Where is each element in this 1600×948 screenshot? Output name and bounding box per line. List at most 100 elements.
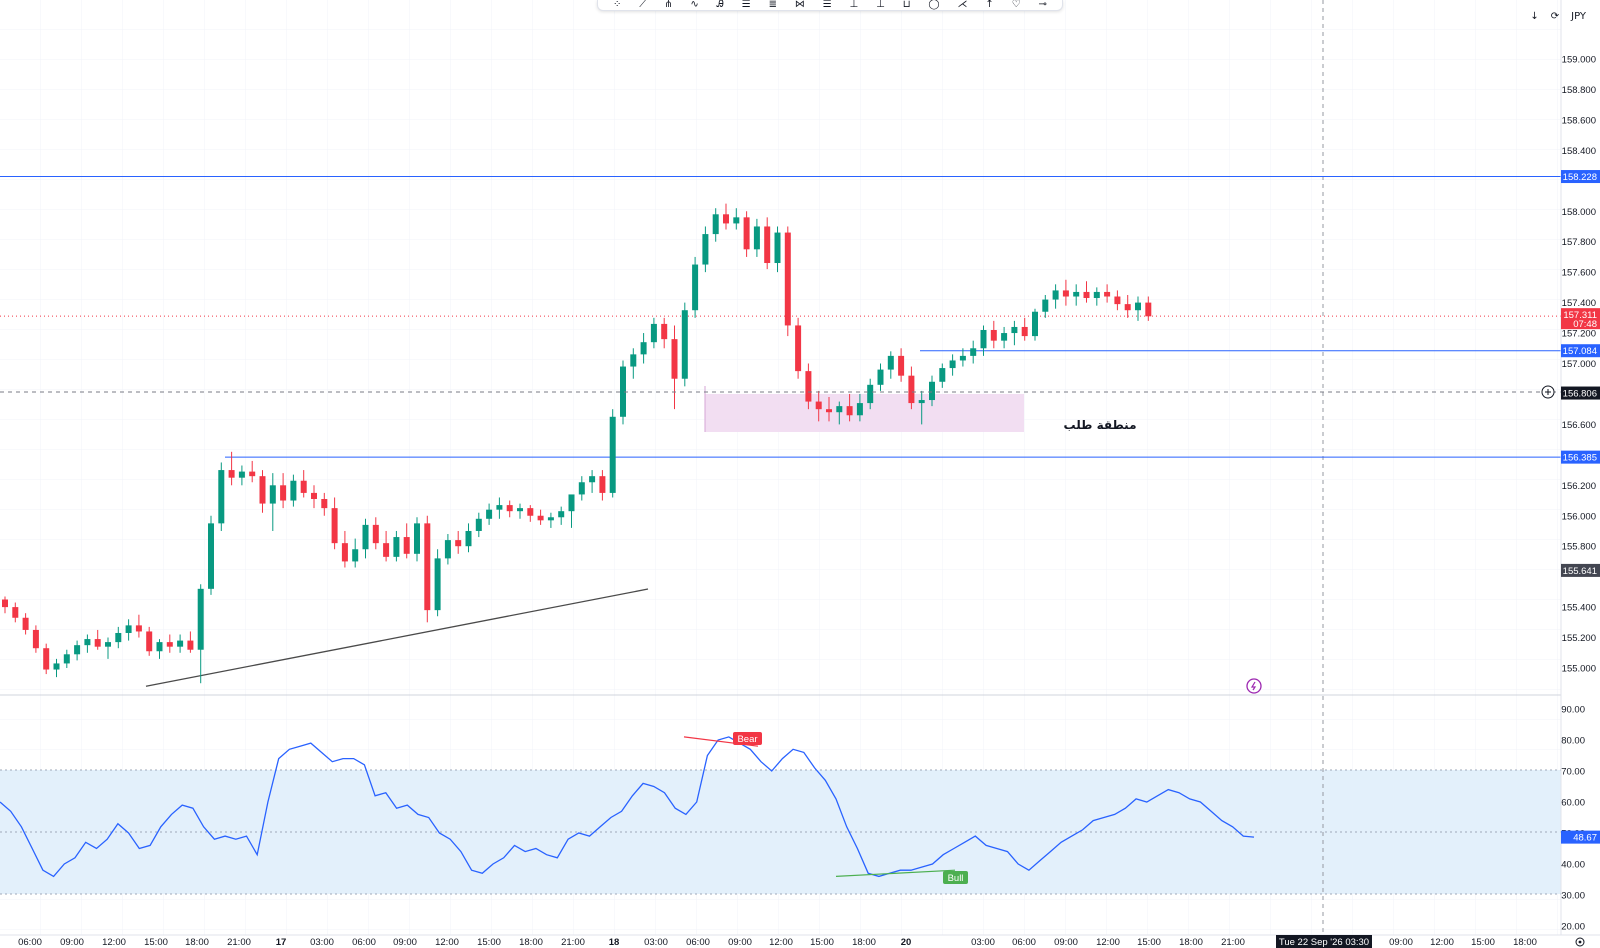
alert-icon[interactable] [1246, 678, 1262, 694]
candle[interactable] [1124, 294, 1131, 318]
drawing-toolbar[interactable]: ⁘ ⟋ ⋔ ∿ Ꭿ ☰ ≣ ⋈ ☰ ⊥ ⊥ ⊔ ◯ ⋌ ↑ ♡ ⊸ [597, 0, 1063, 11]
candle[interactable] [156, 639, 163, 659]
candle[interactable] [537, 509, 544, 525]
candle[interactable] [1083, 281, 1090, 303]
candle[interactable] [1042, 294, 1049, 318]
candle[interactable] [434, 549, 441, 617]
brush-tool-icon[interactable]: ∿ [690, 0, 699, 10]
trendline[interactable] [145, 588, 649, 687]
candle[interactable] [486, 503, 493, 525]
refresh-icon[interactable]: ⟳ [1550, 11, 1560, 22]
candle[interactable] [321, 492, 328, 516]
candle[interactable] [856, 393, 863, 422]
candle[interactable] [249, 460, 256, 483]
candle[interactable] [681, 302, 688, 387]
candle[interactable] [671, 325, 678, 410]
rsi-line[interactable] [0, 736, 1255, 878]
candle[interactable] [990, 320, 997, 349]
candle[interactable] [393, 530, 400, 562]
candle[interactable] [269, 473, 276, 531]
candle[interactable] [1104, 284, 1111, 303]
horizontal-line-tool-icon[interactable]: ☰ [741, 0, 751, 10]
candle[interactable] [702, 226, 709, 273]
candle[interactable] [300, 470, 307, 498]
candle[interactable] [918, 390, 925, 425]
candle[interactable] [620, 360, 626, 425]
candle[interactable] [578, 476, 585, 501]
candle[interactable] [475, 512, 482, 538]
candle[interactable] [692, 256, 699, 318]
candle[interactable] [846, 393, 853, 422]
candle[interactable] [12, 602, 19, 623]
download-icon[interactable]: ↓ [1530, 11, 1539, 22]
candle[interactable] [1001, 326, 1008, 349]
candle[interactable] [496, 497, 503, 519]
candle[interactable] [1145, 296, 1152, 321]
candle[interactable] [352, 538, 359, 568]
candle[interactable] [259, 470, 266, 513]
candle[interactable] [166, 634, 173, 653]
candle[interactable] [105, 637, 111, 659]
candle[interactable] [311, 485, 317, 509]
candle[interactable] [1073, 284, 1080, 306]
candle[interactable] [887, 351, 894, 379]
demand-zone-rect[interactable] [705, 393, 1024, 433]
candle[interactable] [795, 317, 802, 379]
candle[interactable] [836, 401, 843, 425]
candle[interactable] [1021, 317, 1028, 341]
candle[interactable] [609, 409, 616, 498]
parallel-channel-tool-icon[interactable]: ≣ [768, 0, 777, 10]
candle[interactable] [414, 517, 420, 562]
candle[interactable] [568, 494, 575, 528]
candle[interactable] [815, 390, 822, 422]
candle[interactable] [43, 643, 50, 675]
candle[interactable] [135, 614, 142, 638]
rectangle-tool-icon[interactable]: ⊥ [849, 0, 859, 10]
candle[interactable] [84, 634, 91, 653]
candle[interactable] [403, 523, 410, 559]
candle[interactable] [970, 340, 977, 364]
candle[interactable] [527, 505, 534, 522]
candle[interactable] [53, 658, 60, 678]
candle[interactable] [723, 203, 729, 230]
candle[interactable] [2, 596, 8, 614]
candle[interactable] [589, 470, 596, 493]
candle[interactable] [331, 497, 338, 550]
candle[interactable] [1093, 287, 1100, 306]
candle[interactable] [764, 217, 771, 270]
candle[interactable] [980, 325, 987, 356]
candle[interactable] [867, 378, 874, 410]
candle[interactable] [74, 640, 81, 661]
candle[interactable] [280, 473, 287, 509]
candle[interactable] [826, 396, 832, 422]
candle[interactable] [208, 515, 214, 595]
candle[interactable] [898, 348, 905, 382]
candle[interactable] [959, 348, 966, 367]
candle[interactable] [1052, 284, 1059, 309]
candle[interactable] [187, 631, 194, 653]
text-tool-icon[interactable]: Ꭿ [716, 0, 724, 10]
magnet-tool-icon[interactable]: ⊸ [1038, 0, 1047, 10]
candle[interactable] [341, 530, 348, 568]
cursor-tool-icon[interactable]: ⁘ [612, 0, 622, 10]
candle[interactable] [424, 515, 431, 623]
candle[interactable] [362, 518, 369, 559]
arrow-tool-icon[interactable]: ⋌ [957, 0, 968, 10]
candle[interactable] [22, 613, 29, 635]
candle[interactable] [661, 317, 668, 349]
settings-icon[interactable] [1575, 937, 1585, 947]
candle[interactable] [753, 218, 760, 257]
candle[interactable] [177, 634, 184, 653]
fib-tool-icon[interactable]: ⋈ [794, 0, 805, 10]
candle[interactable] [465, 523, 472, 553]
measure-tool-icon[interactable]: ◯ [928, 0, 940, 10]
pitchfork-tool-icon[interactable]: ⋔ [664, 0, 673, 10]
candle[interactable] [908, 366, 915, 410]
candle[interactable] [547, 512, 554, 528]
trend-line-tool-icon[interactable]: ⟋ [639, 0, 647, 10]
candle[interactable] [372, 517, 379, 550]
candle[interactable] [197, 584, 204, 684]
candle[interactable] [94, 629, 101, 650]
candle[interactable] [290, 474, 297, 507]
